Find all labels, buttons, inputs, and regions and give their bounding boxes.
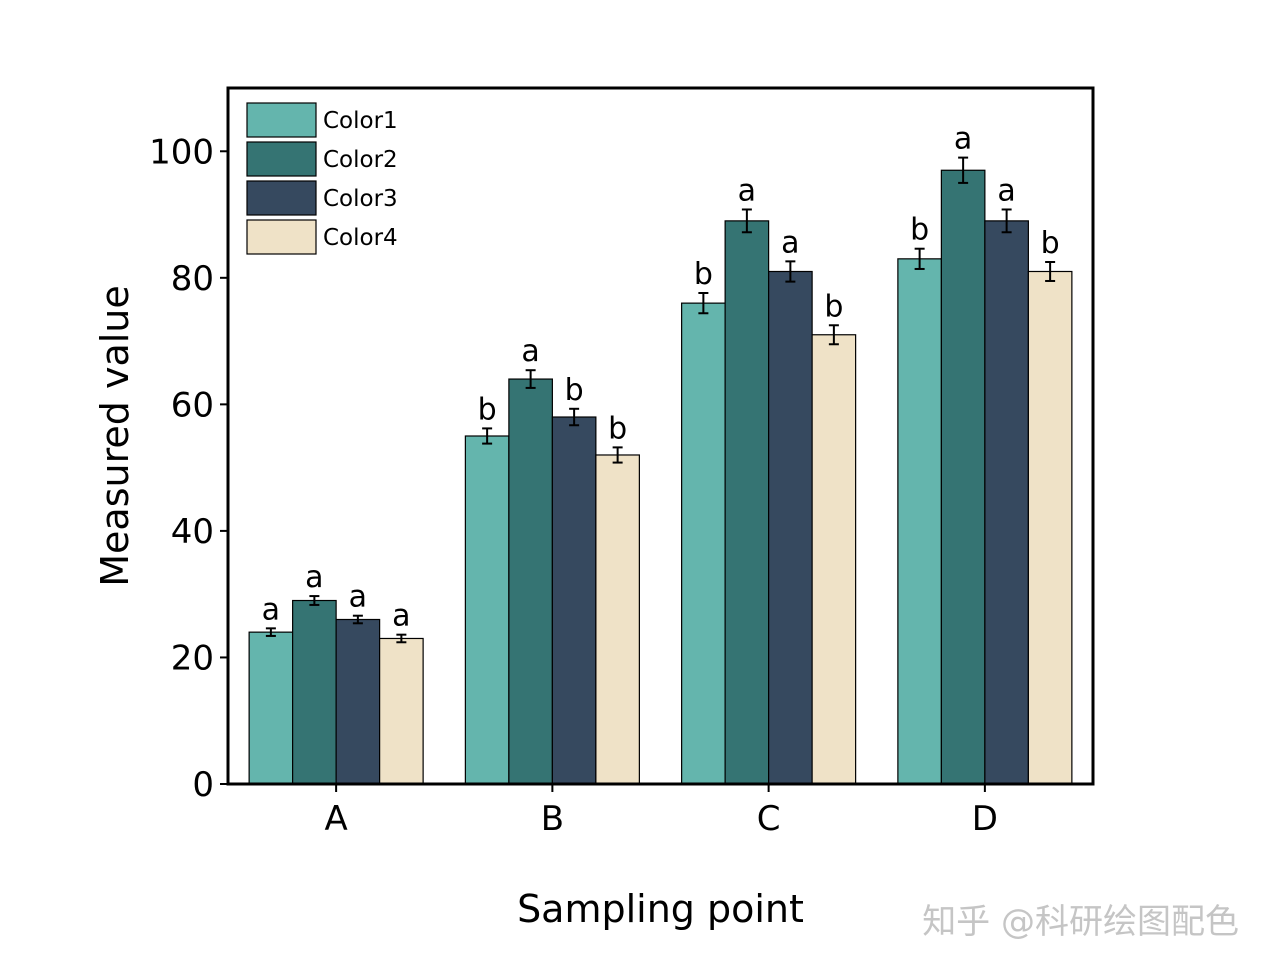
bar-Color2-B bbox=[508, 378, 553, 785]
significance-label-Color2-C: a bbox=[738, 173, 756, 208]
y-tick-label-40: 40 bbox=[171, 512, 214, 552]
significance-label-Color1-D: b bbox=[910, 213, 929, 248]
significance-label-Color4-B: b bbox=[608, 411, 627, 446]
watermark: 知乎 @科研绘图配色 bbox=[922, 902, 1239, 942]
x-tick-label-B: B bbox=[541, 799, 564, 839]
significance-label-Color3-A: a bbox=[349, 580, 367, 615]
y-tick-label-0: 0 bbox=[192, 765, 214, 805]
legend-label-Color2: Color2 bbox=[323, 147, 398, 173]
x-axis-title: Sampling point bbox=[517, 887, 804, 931]
significance-label-Color3-B: b bbox=[565, 373, 584, 408]
y-tick-label-20: 20 bbox=[171, 638, 214, 678]
legend-label-Color3: Color3 bbox=[323, 186, 398, 212]
legend: Color1 Color2 Color3 Color4 bbox=[246, 102, 398, 255]
x-tick-label-A: A bbox=[324, 799, 347, 839]
legend-label-Color4: Color4 bbox=[323, 225, 398, 251]
bar-Color3-C bbox=[768, 270, 813, 785]
significance-label-Color2-A: a bbox=[305, 560, 323, 595]
legend-swatch-Color1 bbox=[246, 102, 317, 138]
significance-label-Color1-A: a bbox=[262, 592, 280, 627]
significance-label-Color4-C: b bbox=[824, 289, 843, 324]
significance-label-Color1-C: b bbox=[694, 257, 713, 292]
significance-label-Color4-D: b bbox=[1041, 226, 1060, 261]
significance-label-Color3-C: a bbox=[781, 225, 799, 260]
x-tick-label-D: D bbox=[972, 799, 998, 839]
y-axis-title: Measured value bbox=[93, 285, 137, 587]
x-axis: A B C D bbox=[324, 784, 998, 839]
bar-Color3-D bbox=[984, 220, 1029, 785]
y-tick-label-60: 60 bbox=[171, 385, 214, 425]
y-axis: 0 20 40 60 80 100 bbox=[149, 132, 228, 805]
bars-layer bbox=[248, 169, 1073, 785]
significance-label-Color1-B: b bbox=[478, 392, 497, 427]
significance-label-Color2-D: a bbox=[954, 122, 972, 157]
bar-Color1-C bbox=[681, 302, 726, 785]
significance-label-Color3-D: a bbox=[997, 173, 1015, 208]
bar-Color1-D bbox=[897, 258, 942, 785]
bar-Color3-A bbox=[335, 618, 381, 785]
legend-swatch-Color4 bbox=[246, 219, 317, 255]
legend-swatch-Color2 bbox=[246, 141, 317, 177]
bar-Color4-B bbox=[595, 454, 640, 785]
legend-label-Color1: Color1 bbox=[323, 108, 398, 134]
significance-label-Color2-B: a bbox=[521, 334, 539, 369]
y-tick-label-80: 80 bbox=[171, 259, 214, 299]
bar-Color4-D bbox=[1027, 270, 1073, 785]
x-tick-label-C: C bbox=[757, 799, 781, 839]
bar-Color4-C bbox=[811, 334, 857, 785]
bar-Color2-C bbox=[724, 220, 770, 785]
plot-frame bbox=[226, 86, 1095, 786]
significance-label-Color4-A: a bbox=[392, 599, 410, 634]
bar-Color2-D bbox=[940, 169, 986, 785]
y-tick-label-100: 100 bbox=[149, 132, 214, 172]
bar-Color3-B bbox=[551, 416, 597, 785]
bar-Color2-A bbox=[292, 599, 337, 785]
bar-Color1-A bbox=[248, 631, 294, 785]
error-bars-layer bbox=[265, 156, 1056, 644]
bar-Color1-B bbox=[464, 435, 510, 785]
bar-Color4-A bbox=[379, 637, 424, 785]
legend-swatch-Color3 bbox=[246, 180, 317, 216]
